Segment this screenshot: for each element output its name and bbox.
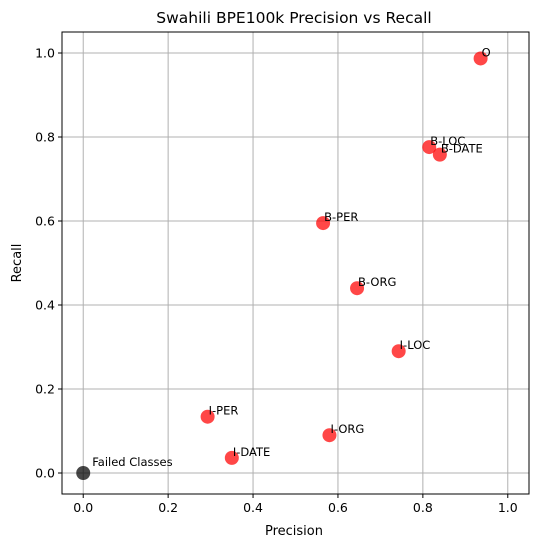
y-tick-label: 0.2 xyxy=(35,382,55,397)
point-b-loc xyxy=(422,140,437,155)
point-b-per xyxy=(316,216,331,231)
plot-frame xyxy=(61,31,530,495)
chart-title: Swahili BPE100k Precision vs Recall xyxy=(156,9,431,27)
x-tick-label: 0.8 xyxy=(413,500,433,515)
point-i-loc xyxy=(391,344,406,359)
y-tick-label: 0.8 xyxy=(35,130,55,145)
x-axis-label: Precision xyxy=(265,524,323,539)
x-tick-label: 1.0 xyxy=(498,500,518,515)
point-failed-classes xyxy=(76,466,91,480)
y-tick-label: 0.4 xyxy=(35,298,55,313)
y-axis-label: Recall xyxy=(10,244,25,283)
y-axis-ticks: 0.0 0.2 0.4 0.6 0.8 1.0 xyxy=(35,46,62,481)
point-label-b-per: B-PER xyxy=(324,210,358,224)
point-label-i-org: I-ORG xyxy=(330,422,364,436)
point-label-b-loc: B-LOC xyxy=(430,134,465,148)
y-tick-label: 0.6 xyxy=(35,214,55,229)
point-label-b-org: B-ORG xyxy=(358,275,396,289)
point-o xyxy=(473,51,488,66)
y-tick-label: 1.0 xyxy=(35,46,55,61)
x-tick-label: 0.4 xyxy=(243,500,263,515)
point-i-date xyxy=(224,450,239,465)
point-b-date xyxy=(432,147,447,162)
x-tick-label: 0.0 xyxy=(73,500,93,515)
point-label-i-loc: I-LOC xyxy=(400,338,431,352)
point-label-i-date: I-DATE xyxy=(233,445,270,459)
point-label-o: O xyxy=(482,45,491,59)
point-label-b-date: B-DATE xyxy=(441,142,483,156)
point-b-org xyxy=(350,281,365,296)
y-tick-label: 0.0 xyxy=(35,466,55,481)
point-i-org xyxy=(322,428,337,443)
point-label-i-per: I-PER xyxy=(209,404,239,418)
point-i-per xyxy=(200,409,215,424)
x-tick-label: 0.6 xyxy=(328,500,348,515)
x-tick-label: 0.2 xyxy=(158,500,178,515)
point-label-failed-classes: Failed Classes xyxy=(92,455,172,469)
x-axis-ticks: 0.0 0.2 0.4 0.6 0.8 1.0 xyxy=(73,494,518,515)
grid-lines xyxy=(62,32,529,494)
